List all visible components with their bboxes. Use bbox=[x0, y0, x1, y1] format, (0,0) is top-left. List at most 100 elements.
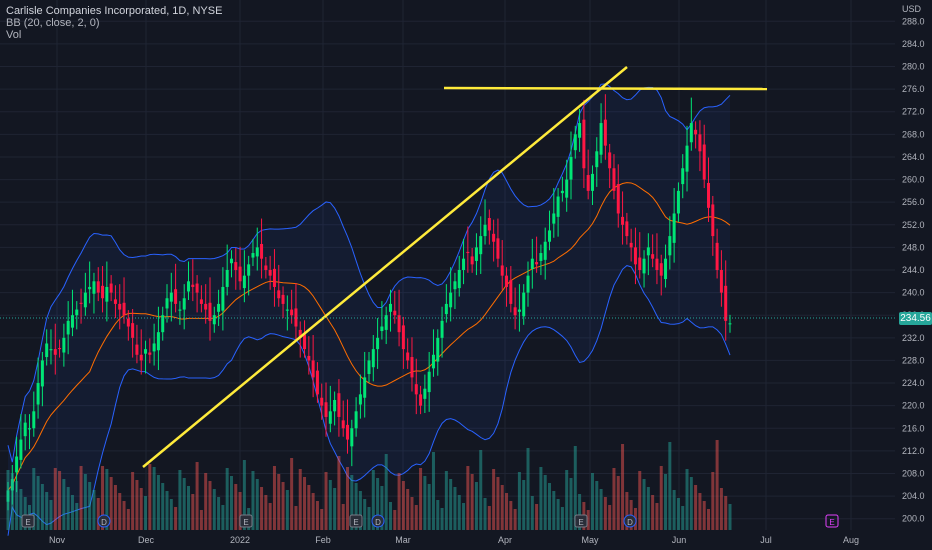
candle-body bbox=[152, 343, 156, 352]
candle-body bbox=[88, 286, 92, 290]
candle-body bbox=[599, 123, 603, 155]
x-tick-label: Jul bbox=[760, 535, 772, 545]
candle-body bbox=[474, 247, 478, 261]
candle-body bbox=[625, 221, 629, 237]
chart-legend: Carlisle Companies Incorporated, 1D, NYS… bbox=[6, 5, 222, 41]
candle-body bbox=[616, 184, 620, 214]
volume-bar bbox=[367, 507, 371, 530]
candle-body bbox=[122, 302, 126, 316]
earnings-marker-label: E bbox=[578, 518, 583, 527]
volume-bar bbox=[453, 487, 457, 530]
candle-body bbox=[380, 326, 384, 332]
candle-body bbox=[311, 360, 315, 378]
candle-body bbox=[58, 348, 62, 350]
volume-bar bbox=[474, 482, 478, 530]
candle-body bbox=[371, 349, 375, 368]
candle-body bbox=[440, 320, 444, 338]
volume-bar bbox=[346, 467, 350, 530]
volume-bar bbox=[75, 503, 79, 530]
currency-label: USD bbox=[902, 4, 922, 14]
earnings-marker-label: E bbox=[25, 518, 30, 527]
volume-bar bbox=[651, 495, 655, 530]
volume-bar bbox=[88, 482, 92, 530]
candle-body bbox=[565, 179, 569, 198]
candle-body bbox=[268, 270, 272, 276]
candle-body bbox=[161, 315, 165, 333]
candle-body bbox=[62, 337, 66, 353]
volume-bar bbox=[427, 484, 431, 530]
volume-bar bbox=[388, 502, 392, 530]
volume-bar bbox=[363, 499, 367, 530]
candle-body bbox=[406, 352, 410, 361]
earnings-marker bbox=[349, 514, 363, 528]
volume-bar bbox=[466, 466, 470, 530]
candle-body bbox=[466, 251, 470, 254]
y-tick-label: 208.0 bbox=[902, 468, 925, 478]
candle-body bbox=[612, 168, 616, 191]
volume-indicator-label[interactable]: Vol bbox=[6, 29, 22, 41]
volume-bar bbox=[234, 484, 238, 530]
candle-body bbox=[462, 258, 466, 270]
candle-body bbox=[668, 236, 672, 256]
volume-bar bbox=[62, 479, 66, 530]
volume-bar bbox=[45, 492, 49, 530]
candle-body bbox=[294, 308, 298, 327]
volume-bar bbox=[101, 466, 105, 530]
candle-body bbox=[45, 343, 49, 358]
volume-bar bbox=[707, 509, 711, 530]
candle-body bbox=[715, 242, 719, 270]
volume-bar bbox=[659, 466, 663, 530]
earnings-marker bbox=[574, 514, 588, 528]
candle-body bbox=[423, 388, 427, 399]
candle-body bbox=[75, 309, 79, 316]
candle-body bbox=[436, 337, 440, 362]
volume-bar bbox=[126, 509, 130, 530]
candle-body bbox=[174, 289, 178, 304]
candle-body bbox=[479, 236, 483, 255]
candle-body bbox=[397, 315, 401, 333]
candle-body bbox=[724, 285, 728, 321]
candle-body bbox=[539, 253, 543, 261]
volume-bar bbox=[165, 491, 169, 530]
volume-bar bbox=[560, 507, 564, 530]
y-tick-label: 212.0 bbox=[902, 446, 925, 456]
candle-body bbox=[367, 360, 371, 374]
volume-bar bbox=[10, 473, 14, 530]
candle-body bbox=[23, 422, 27, 437]
candle-body bbox=[328, 411, 332, 424]
candle-body bbox=[199, 299, 203, 304]
candle-body bbox=[728, 323, 732, 325]
volume-bar bbox=[505, 493, 509, 530]
volume-bar bbox=[685, 469, 689, 530]
rising-trendline bbox=[142, 66, 628, 468]
volume-bar bbox=[358, 491, 362, 530]
candle-body bbox=[277, 290, 281, 299]
bb-indicator-label[interactable]: BB (20, close, 2, 0) bbox=[6, 17, 100, 29]
volume-bar bbox=[371, 470, 375, 530]
candle-body bbox=[393, 310, 397, 316]
y-tick-label: 260.0 bbox=[902, 175, 925, 185]
y-tick-label: 228.0 bbox=[902, 355, 925, 365]
x-tick-label: Feb bbox=[315, 535, 331, 545]
candle-body bbox=[135, 344, 139, 355]
volume-bar bbox=[668, 442, 672, 530]
volume-bar bbox=[350, 475, 354, 530]
volume-bar bbox=[715, 440, 719, 530]
candle-body bbox=[590, 173, 594, 191]
volume-bar bbox=[195, 462, 199, 530]
candle-body bbox=[251, 253, 255, 258]
volume-bar bbox=[161, 483, 165, 530]
candle-body bbox=[517, 309, 521, 312]
volume-bar bbox=[621, 444, 625, 530]
volume-bar bbox=[431, 452, 435, 530]
earnings-marker bbox=[239, 514, 253, 528]
volume-bar bbox=[616, 476, 620, 530]
y-tick-label: 280.0 bbox=[902, 62, 925, 72]
volume-bar bbox=[49, 500, 53, 530]
volume-bar bbox=[255, 479, 259, 530]
candle-body bbox=[83, 292, 87, 308]
candle-body bbox=[139, 354, 143, 361]
candle-body bbox=[32, 411, 36, 429]
volume-bar bbox=[135, 480, 139, 530]
